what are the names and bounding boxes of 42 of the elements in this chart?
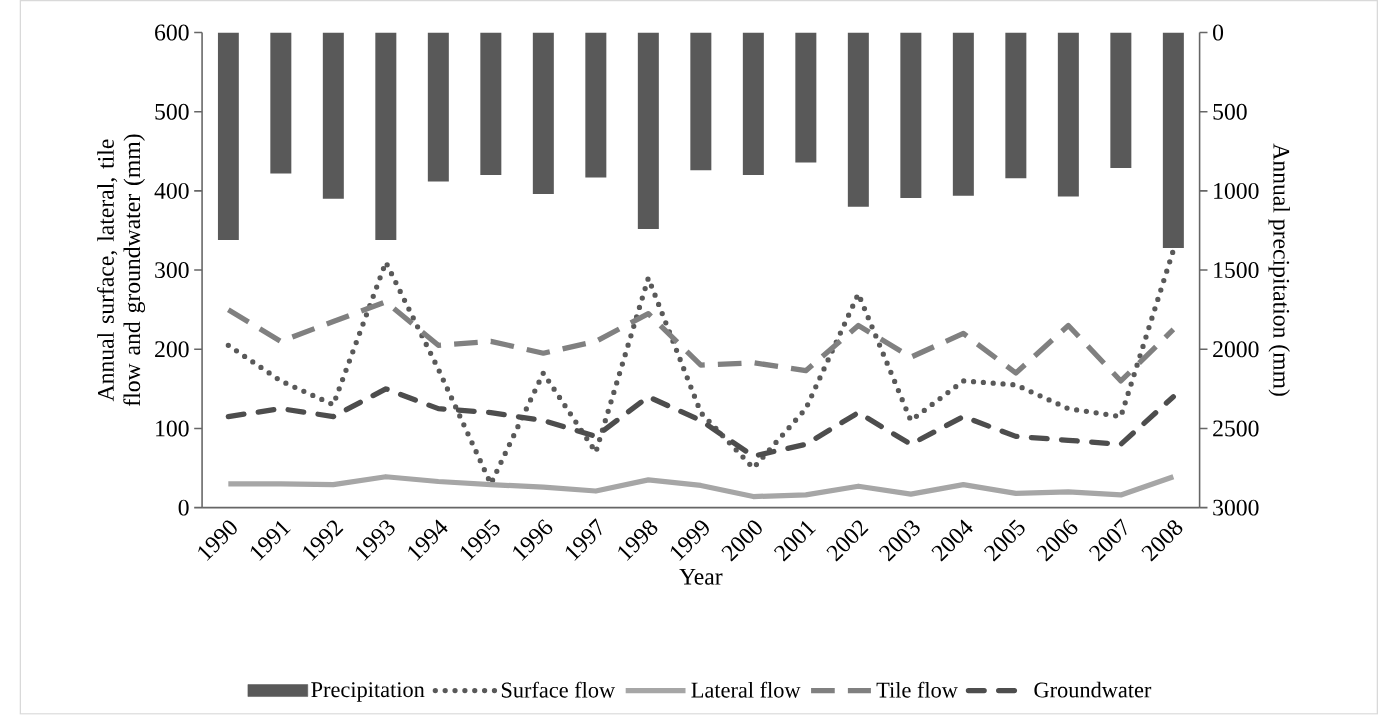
legend-label: Lateral flow bbox=[691, 681, 801, 698]
y-tick-label: 200 bbox=[155, 341, 189, 358]
legend-label: Tile flow bbox=[876, 681, 958, 698]
y2-axis-title: Annual precipitation (mm) bbox=[1268, 143, 1290, 397]
y-tick-label: 400 bbox=[154, 183, 189, 200]
y-axis-title: Annual surface, lateral, tile flow and groundwater (mm) bbox=[96, 134, 146, 407]
bar bbox=[322, 32, 344, 200]
bar bbox=[1110, 32, 1132, 169]
y-tick-label: 300 bbox=[155, 262, 189, 279]
legend-label: Groundwater bbox=[1034, 682, 1152, 698]
bar bbox=[637, 32, 659, 230]
bar bbox=[427, 32, 449, 182]
bar bbox=[795, 32, 817, 163]
legend-label: Precipitation bbox=[311, 682, 425, 702]
bar bbox=[217, 32, 239, 241]
y2-tick-label: 0 bbox=[1213, 24, 1224, 41]
y-tick-label: 0 bbox=[178, 499, 189, 516]
x-axis-title: Year bbox=[679, 569, 723, 585]
bar bbox=[480, 32, 502, 176]
y2-tick-label: 2500 bbox=[1213, 420, 1259, 437]
y-tick-label: 500 bbox=[155, 103, 189, 120]
bar bbox=[1057, 32, 1079, 197]
bar bbox=[742, 32, 764, 176]
bar bbox=[1005, 32, 1027, 179]
y-tick-label: 100 bbox=[156, 420, 189, 437]
y2-tick-label: 2000 bbox=[1213, 341, 1259, 358]
legend-label: Surface flow bbox=[501, 681, 616, 698]
bar bbox=[375, 32, 397, 241]
y2-tick-label: 1000 bbox=[1214, 183, 1259, 200]
bar bbox=[900, 32, 922, 199]
y2-tick-label: 1500 bbox=[1214, 262, 1259, 279]
y2-tick-label: 500 bbox=[1213, 103, 1247, 120]
bar bbox=[690, 32, 712, 171]
bar bbox=[270, 32, 292, 174]
bar bbox=[585, 32, 607, 178]
bar bbox=[952, 32, 974, 196]
bar bbox=[532, 32, 554, 195]
y-tick-label: 600 bbox=[155, 24, 189, 41]
bar bbox=[1162, 32, 1184, 249]
x-tick-label: 1991 bbox=[250, 521, 291, 561]
y2-tick-label: 3000 bbox=[1213, 499, 1259, 516]
bar bbox=[847, 32, 869, 207]
